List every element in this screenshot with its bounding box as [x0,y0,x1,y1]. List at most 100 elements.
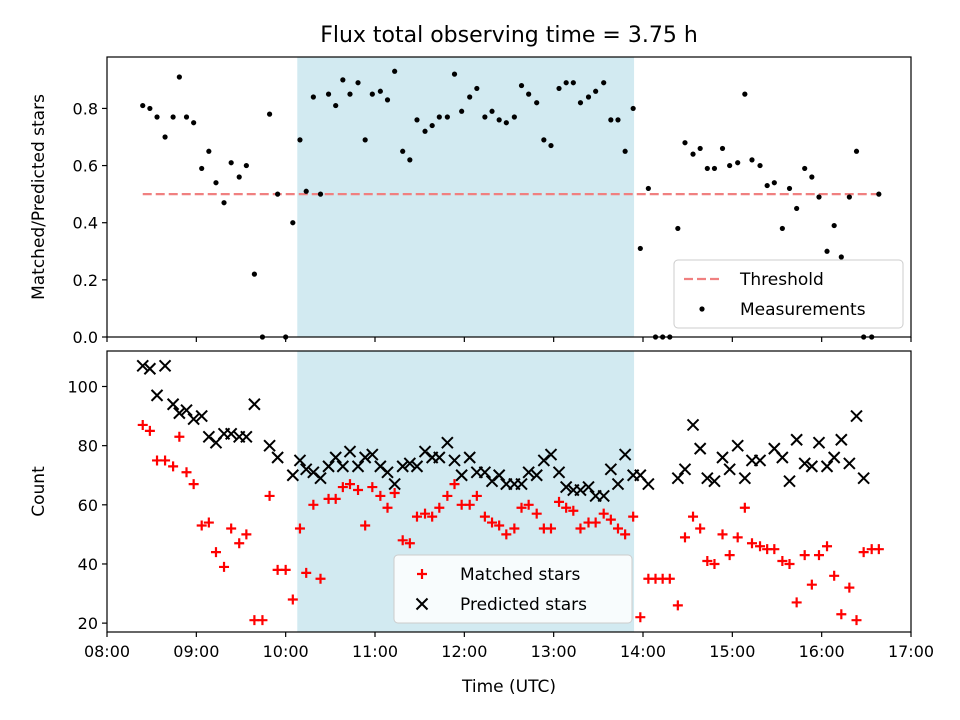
data-point [719,145,726,152]
series-measurements [140,68,882,340]
data-point [711,165,718,172]
data-point [827,451,841,464]
data-point [548,142,554,149]
legend-box [393,554,633,624]
data-point [271,451,284,464]
data-point [806,579,817,590]
data-point [290,220,296,226]
data-point [501,529,512,540]
data-point [174,431,185,442]
data-point [511,114,517,120]
data-point [266,111,273,117]
data-point [597,489,610,503]
data-point [530,469,543,482]
data-point [522,466,535,479]
data-point [181,467,192,478]
data-point [236,174,242,180]
data-point [858,547,869,558]
data-point [857,471,870,485]
data-point [317,191,324,197]
data-point [829,570,840,581]
data-point [429,122,435,129]
data-point [608,117,614,123]
data-point [701,471,714,485]
data-point [791,597,802,608]
data-point [702,556,713,567]
data-point [851,615,862,626]
data-point [294,523,305,534]
data-point [482,114,488,120]
data-point [199,165,205,172]
data-point [494,520,505,531]
data-point [794,205,800,212]
data-point [526,91,532,97]
data-point [144,425,155,436]
x-axis-label: Time (UTC) [461,677,556,697]
data-point [723,463,736,476]
x-tick-label: 15:00 [709,642,755,661]
data-point [724,550,735,561]
data-point [590,517,601,528]
data-point [635,612,646,623]
data-point [593,88,599,94]
data-point [769,544,780,555]
data-point [404,538,415,549]
data-point [809,174,815,180]
data-point [195,409,208,423]
data-point [381,466,394,479]
data-point [427,511,438,522]
x-tick-label: 17:00 [888,642,934,661]
data-point [388,477,401,491]
data-point [286,469,300,482]
data-point [746,538,757,549]
data-point [523,499,534,510]
data-point [136,359,149,372]
data-point [479,511,490,522]
y-tick-label: 0.0 [73,328,98,347]
data-point [820,460,834,473]
data-point [642,477,655,491]
data-point [297,137,303,143]
data-point [622,148,628,154]
data-point [463,451,476,464]
data-point [382,502,393,513]
data-point [180,403,193,417]
data-point [176,74,182,80]
data-point [160,455,171,466]
legend-measurements-swatch [699,306,705,312]
data-point [287,594,298,605]
data-point [846,194,852,200]
data-point [467,94,473,100]
data-point [777,556,788,567]
data-point [397,535,408,546]
data-point [776,451,789,464]
data-point [489,108,495,114]
data-point [449,479,460,490]
data-point [853,148,860,154]
data-point [516,502,527,513]
legend-label: Measurements [740,300,866,320]
data-point [248,398,261,411]
data-point [474,85,480,92]
data-point [224,427,238,441]
data-point [315,573,326,584]
data-point [377,88,383,94]
data-point [496,117,502,123]
data-point [831,222,837,229]
data-point [749,157,755,163]
data-point [196,520,207,531]
data-point [675,225,681,232]
data-point [545,523,556,534]
data-point [407,157,413,163]
data-point [168,461,179,472]
data-point [541,137,547,143]
data-point [843,457,856,470]
data-point [802,165,808,172]
data-point [314,471,327,485]
data-point [844,582,855,593]
data-point [442,490,453,501]
data-point [850,409,863,423]
data-point [234,538,245,549]
data-point [630,105,636,112]
